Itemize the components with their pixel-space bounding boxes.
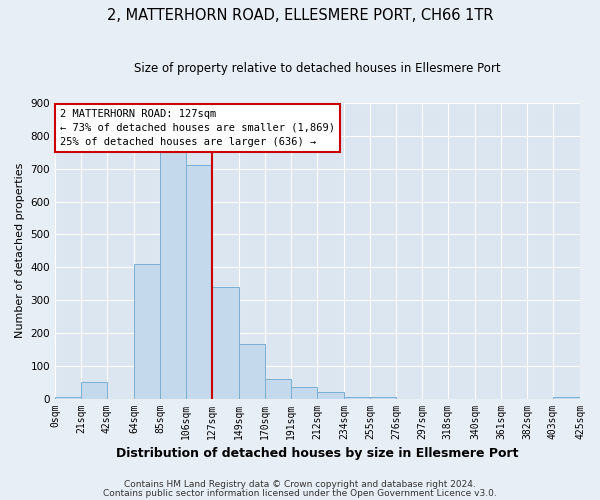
Bar xyxy=(291,387,317,398)
Text: Contains public sector information licensed under the Open Government Licence v3: Contains public sector information licen… xyxy=(103,489,497,498)
Text: 2, MATTERHORN ROAD, ELLESMERE PORT, CH66 1TR: 2, MATTERHORN ROAD, ELLESMERE PORT, CH66… xyxy=(107,8,493,22)
Bar xyxy=(134,264,160,398)
Text: 2 MATTERHORN ROAD: 127sqm
← 73% of detached houses are smaller (1,869)
25% of de: 2 MATTERHORN ROAD: 127sqm ← 73% of detac… xyxy=(60,109,335,147)
Bar xyxy=(370,397,396,398)
Bar xyxy=(344,397,370,398)
Bar xyxy=(186,166,212,398)
Y-axis label: Number of detached properties: Number of detached properties xyxy=(15,163,25,338)
Bar xyxy=(160,152,186,398)
Bar xyxy=(81,382,107,398)
Bar xyxy=(265,379,291,398)
Bar xyxy=(212,287,239,399)
Title: Size of property relative to detached houses in Ellesmere Port: Size of property relative to detached ho… xyxy=(134,62,501,76)
X-axis label: Distribution of detached houses by size in Ellesmere Port: Distribution of detached houses by size … xyxy=(116,447,519,460)
Bar xyxy=(317,392,344,398)
Text: Contains HM Land Registry data © Crown copyright and database right 2024.: Contains HM Land Registry data © Crown c… xyxy=(124,480,476,489)
Bar xyxy=(553,397,580,398)
Bar xyxy=(55,397,81,398)
Bar xyxy=(239,344,265,399)
